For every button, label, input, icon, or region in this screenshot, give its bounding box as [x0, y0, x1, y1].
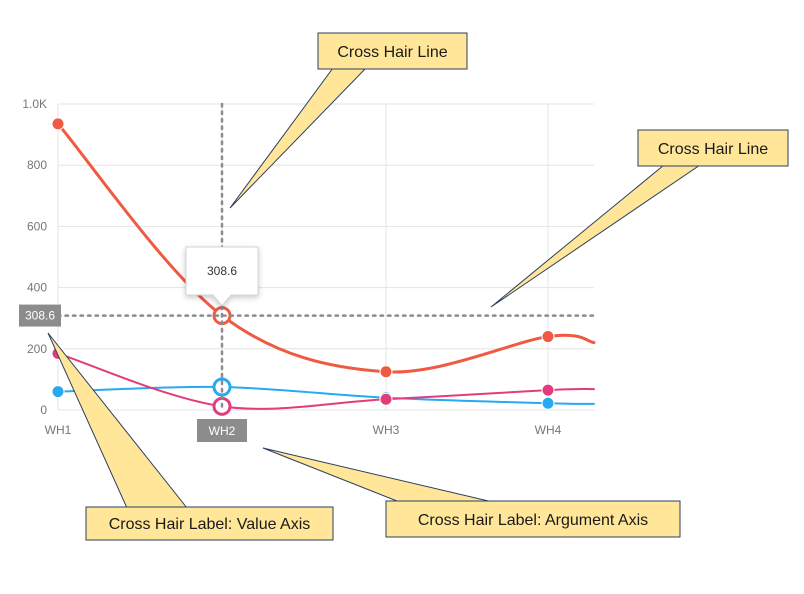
callout-crosshair-line-top-text: Cross Hair Line [337, 44, 447, 61]
data-point[interactable] [51, 117, 65, 131]
series-line-0 [56, 122, 596, 374]
crosshair-argument-label-bg [197, 419, 247, 442]
series-line-2 [57, 352, 595, 410]
points-layer [51, 117, 555, 416]
tooltip: 308.6 [185, 246, 259, 307]
crosshair-argument-label: WH2 [209, 424, 236, 438]
y-tick-label: 0 [40, 403, 47, 417]
callout-value-axis-label: Cross Hair Label: Value Axis [47, 332, 334, 541]
series-layer [56, 122, 596, 410]
data-point[interactable] [379, 365, 393, 379]
y-tick-label: 400 [27, 281, 47, 295]
x-tick-label: WH1 [45, 423, 72, 437]
data-point[interactable] [51, 385, 65, 399]
y-tick-label: 800 [27, 158, 47, 172]
y-tick-label: 1.0K [22, 97, 47, 111]
callout-crosshair-line-right: Cross Hair Line [490, 129, 789, 308]
x-tick-label: WH4 [535, 423, 562, 437]
series-line-1 [57, 385, 595, 405]
callout-crosshair-line-top: Cross Hair Line [229, 32, 468, 209]
callouts: Cross Hair Line Cross Hair Line Cross Ha… [47, 32, 789, 541]
data-point-hover[interactable] [212, 377, 232, 397]
data-point[interactable] [541, 330, 555, 344]
y-tick-label: 600 [27, 219, 47, 233]
callout-argument-axis-label: Cross Hair Label: Argument Axis [262, 447, 681, 538]
y-tick-label: 200 [27, 342, 47, 356]
callout-crosshair-line-right-text: Cross Hair Line [658, 141, 768, 158]
tooltip-value: 308.6 [207, 264, 237, 278]
crosshair-value-label-bg [19, 304, 61, 327]
x-tick-label: WH3 [373, 423, 400, 437]
data-point[interactable] [541, 396, 555, 410]
callout-value-axis-label-text: Cross Hair Label: Value Axis [109, 516, 311, 533]
axis-labels: 0 200 400 600 800 1.0K WH1 WH3 WH4 [22, 97, 561, 437]
callout-argument-axis-label-text: Cross Hair Label: Argument Axis [418, 512, 648, 529]
crosshair-value-label: 308.6 [25, 309, 55, 323]
data-point[interactable] [541, 383, 555, 397]
data-point[interactable] [379, 392, 393, 406]
tooltip-box [185, 246, 259, 307]
